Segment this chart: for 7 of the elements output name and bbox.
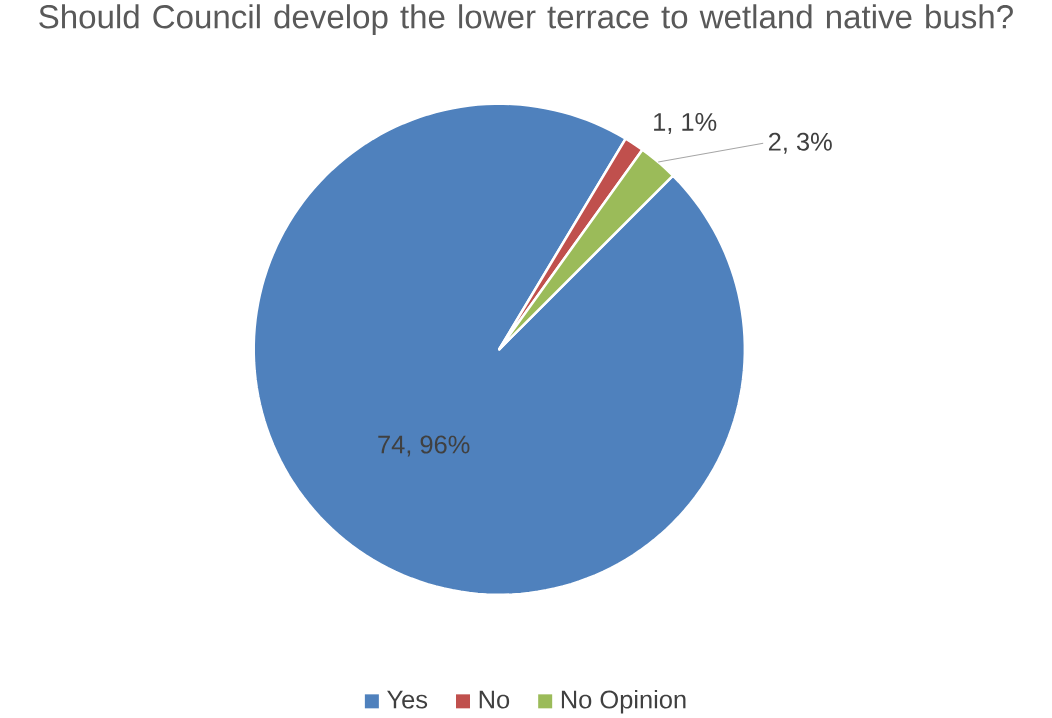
legend-label: No Opinion bbox=[561, 689, 686, 714]
data-label: 2, 3% bbox=[768, 132, 832, 154]
legend-label: No bbox=[479, 690, 510, 709]
legend-label: Yes bbox=[387, 690, 428, 709]
data-label: 1, 1% bbox=[654, 113, 717, 134]
data-label: 74, 96% bbox=[378, 435, 470, 457]
chart-title: Should Council develop the lower terrace to wetland native bush? bbox=[39, 4, 1013, 36]
